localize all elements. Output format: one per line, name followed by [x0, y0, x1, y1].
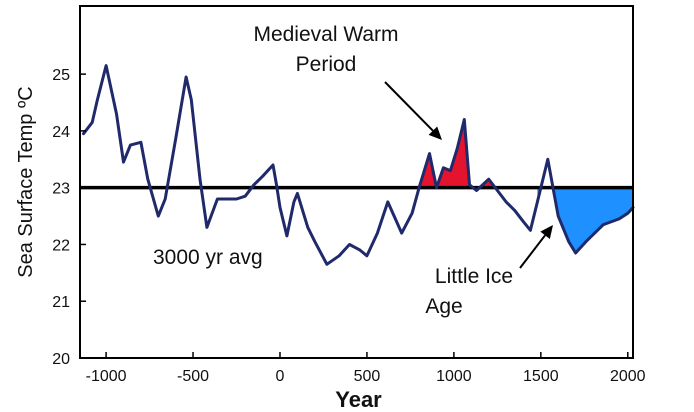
x-tick-label: 2000 — [610, 368, 646, 385]
temperature-line — [82, 64, 635, 266]
little-ice-age-arrow — [519, 225, 553, 269]
plot-frame — [79, 5, 634, 359]
medieval-warm-arrow — [384, 81, 442, 140]
little-ice-age-label-line1: Little Ice — [435, 265, 513, 288]
x-axis-title: Year — [335, 387, 382, 412]
y-tick-label: 21 — [52, 294, 70, 311]
y-tick-label: 20 — [52, 351, 70, 368]
x-tick-label: -500 — [177, 368, 209, 385]
x-tick-label: 500 — [354, 368, 381, 385]
medieval-warm-arrow-head — [428, 126, 442, 140]
x-tick-label: -1000 — [86, 368, 127, 385]
medieval-warm-arrow-shaft — [384, 81, 434, 132]
little-ice-age-arrow-shaft — [519, 234, 546, 269]
average-label: 3000 yr avg — [153, 246, 263, 269]
medieval-warm-label-line1: Medieval Warm — [253, 23, 398, 46]
y-tick-label: 24 — [52, 124, 70, 141]
medieval-warm-label-line2: Period — [296, 53, 357, 76]
y-tick-label: 23 — [52, 181, 70, 198]
y-axis-ticks: 20 21 22 23 24 25 — [52, 67, 86, 368]
x-tick-label: 0 — [276, 368, 285, 385]
x-axis-ticks: -1000 -500 0 500 1000 1500 2000 — [86, 352, 646, 385]
little-ice-age-arrow-head — [540, 225, 553, 239]
y-tick-label: 22 — [52, 237, 70, 254]
little-ice-age-label-line2: Age — [425, 295, 462, 318]
y-tick-label: 25 — [52, 67, 70, 84]
little-ice-age-fill — [537, 187, 633, 253]
x-tick-label: 1500 — [523, 368, 559, 385]
x-tick-label: 1000 — [436, 368, 472, 385]
y-axis-title: Sea Surface Temp ºC — [15, 86, 37, 277]
